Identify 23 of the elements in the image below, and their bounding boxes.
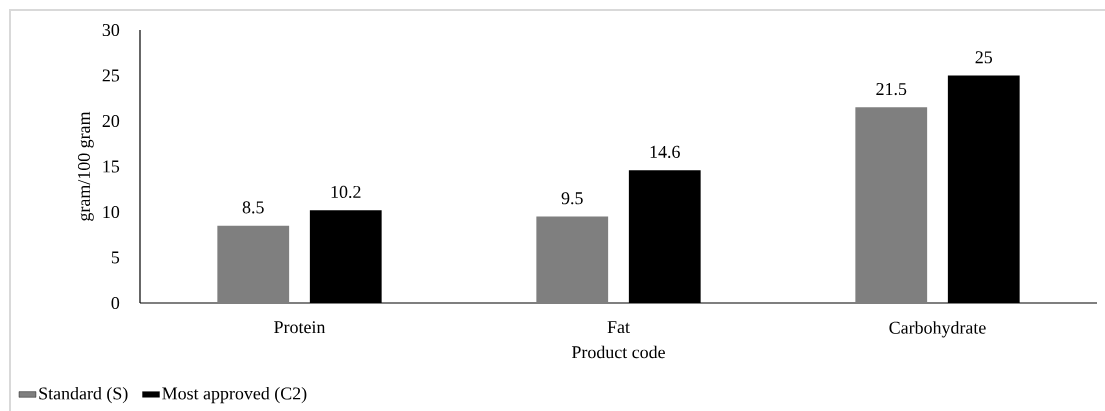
data-label: 10.2 [331, 185, 361, 198]
x-axis-title: Product code [571, 345, 665, 359]
y-tick-label: 20 [102, 114, 120, 128]
y-tick-label: 10 [103, 205, 120, 219]
y-tick-label: 25 [102, 69, 120, 82]
bar [217, 225, 290, 303]
y-tick-label: 30 [102, 23, 120, 37]
legend-label: Standard (S) [39, 386, 128, 404]
x-tick-label: Protein [274, 321, 326, 334]
legend-label: Most approved (C2) [162, 386, 307, 404]
bar [855, 107, 928, 303]
x-tick-label: Carbohydrate [889, 321, 986, 338]
data-label: 8.5 [242, 201, 264, 214]
data-label: 21.5 [876, 83, 907, 96]
data-label: 9.5 [561, 192, 583, 205]
x-tick-label: Fat [607, 321, 630, 334]
y-axis-title: gram/100 gram [77, 111, 94, 221]
data-label: 14.6 [650, 145, 680, 158]
y-tick-label: 0 [111, 296, 120, 310]
y-tick-label: 15 [103, 160, 120, 173]
y-tick-label: 5 [111, 251, 120, 264]
data-label: 25 [975, 51, 993, 64]
bar [536, 216, 609, 303]
